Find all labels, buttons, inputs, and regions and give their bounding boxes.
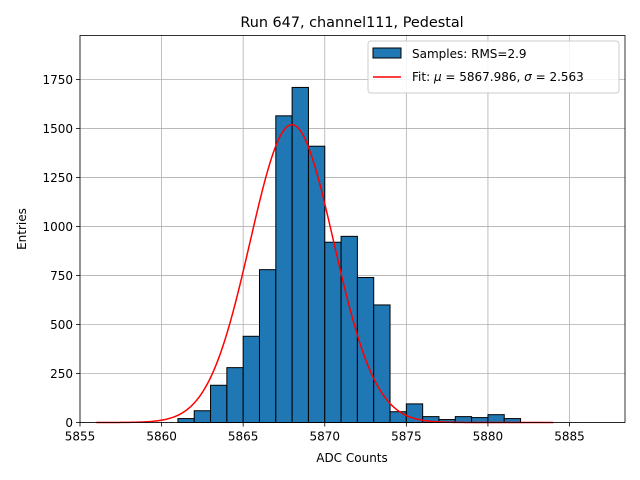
x-tick-label: 5870 bbox=[309, 430, 340, 444]
histogram-bars bbox=[177, 86, 522, 424]
x-axis-ticks: 5855 5860 5865 5870 5875 5880 5885 bbox=[65, 422, 585, 444]
x-tick-label: 5855 bbox=[65, 430, 96, 444]
legend-box bbox=[367, 40, 620, 94]
chart-title: Run 647, channel111, Pedestal bbox=[240, 15, 463, 31]
histogram-bar bbox=[193, 410, 212, 424]
y-tick-label: 1000 bbox=[42, 220, 73, 234]
y-tick-label: 750 bbox=[50, 269, 73, 283]
y-tick-label: 250 bbox=[50, 367, 73, 381]
legend-histogram-label: Samples: RMS=2.9 bbox=[412, 47, 527, 61]
histogram-bar bbox=[242, 335, 260, 424]
x-tick-label: 5865 bbox=[228, 430, 259, 444]
histogram-bar bbox=[210, 384, 228, 424]
histogram-bar bbox=[356, 276, 375, 423]
histogram-bar bbox=[373, 304, 391, 424]
histogram-bar bbox=[454, 416, 473, 424]
histogram-bar bbox=[226, 367, 244, 424]
x-tick-label: 5860 bbox=[146, 430, 177, 444]
legend-histogram-swatch bbox=[372, 47, 402, 59]
y-tick-label: 1500 bbox=[42, 122, 73, 136]
histogram-bar bbox=[291, 86, 309, 424]
plot-frame bbox=[79, 35, 626, 423]
y-axis-label: Entries bbox=[15, 208, 29, 250]
x-tick-label: 5875 bbox=[391, 430, 422, 444]
legend-fit-label: Fit: μ = 5867.986, σ = 2.563 bbox=[412, 70, 584, 84]
histogram-bar bbox=[177, 418, 195, 424]
legend: Samples: RMS=2.9 Fit: μ = 5867.986, σ = … bbox=[367, 40, 620, 94]
y-axis-ticks: 0 250 500 750 1000 1250 1500 1750 bbox=[42, 73, 80, 430]
histogram-bar bbox=[275, 115, 293, 424]
x-tick-label: 5885 bbox=[554, 430, 585, 444]
histogram-bar bbox=[389, 411, 407, 423]
x-tick-label: 5880 bbox=[473, 430, 504, 444]
y-tick-label: 500 bbox=[50, 318, 73, 332]
histogram-bar bbox=[324, 241, 342, 423]
histogram-bar bbox=[307, 145, 326, 423]
y-tick-label: 0 bbox=[65, 416, 73, 430]
x-axis-label: ADC Counts bbox=[316, 451, 388, 465]
y-tick-label: 1250 bbox=[42, 171, 73, 185]
histogram-bar bbox=[487, 414, 505, 423]
y-tick-label: 1750 bbox=[42, 73, 73, 87]
histogram-bar bbox=[258, 269, 277, 423]
